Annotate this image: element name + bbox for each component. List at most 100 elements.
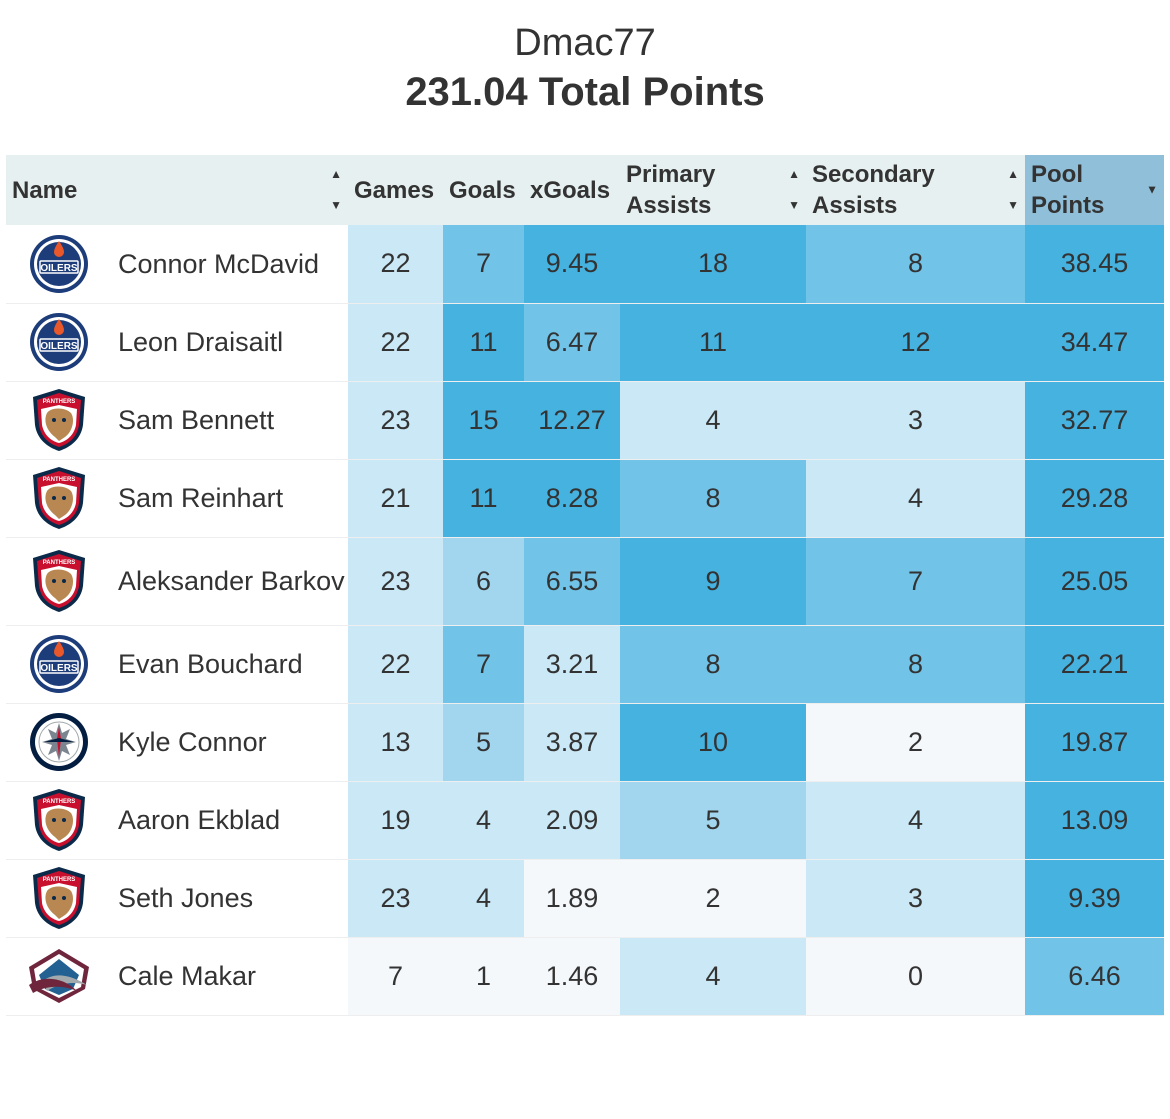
- games-cell: 23: [348, 537, 443, 626]
- goals-cell: 4: [443, 781, 524, 860]
- jets-logo-icon: [20, 711, 98, 773]
- player-name: Cale Makar: [118, 961, 257, 991]
- secondary-assists-cell: 4: [806, 781, 1025, 860]
- goals-cell: 6: [443, 537, 524, 626]
- pool-points-cell: 32.77: [1025, 381, 1164, 460]
- xgoals-cell: 1.46: [524, 937, 620, 1016]
- games-cell: 23: [348, 859, 443, 938]
- goals-cell: 1: [443, 937, 524, 1016]
- column-header-pool-points[interactable]: Pool Points ▼: [1025, 155, 1164, 225]
- primary-assists-cell: 4: [620, 381, 806, 460]
- table-header-row: Name ▲ ▼ Games Goals xGoals Primary Assist…: [6, 155, 1164, 225]
- column-header-secondary-assists[interactable]: Secondary Assists ▲ ▼: [806, 155, 1025, 225]
- column-header-primary-assists[interactable]: Primary Assists ▲ ▼: [620, 155, 806, 225]
- oilers-logo-icon: OILERS: [20, 633, 98, 695]
- xgoals-cell: 1.89: [524, 859, 620, 938]
- svg-text:OILERS: OILERS: [40, 663, 78, 674]
- games-cell: 23: [348, 381, 443, 460]
- pool-points-cell: 38.45: [1025, 225, 1164, 304]
- player-name-cell: Kyle Connor: [6, 703, 348, 782]
- secondary-assists-cell: 2: [806, 703, 1025, 782]
- xgoals-cell: 8.28: [524, 459, 620, 538]
- secondary-assists-cell: 8: [806, 225, 1025, 304]
- xgoals-cell: 2.09: [524, 781, 620, 860]
- column-header-games[interactable]: Games: [348, 155, 443, 225]
- panthers-logo-icon: PANTHERS: [20, 865, 98, 931]
- panthers-logo-icon: PANTHERS: [20, 787, 98, 853]
- xgoals-cell: 3.87: [524, 703, 620, 782]
- primary-assists-cell: 5: [620, 781, 806, 860]
- total-points-title: 231.04 Total Points: [405, 70, 765, 114]
- table-row: OILERS Connor McDavid 22 7 9.45 18 8 38.…: [6, 225, 1164, 304]
- primary-assists-cell: 2: [620, 859, 806, 938]
- player-name: Connor McDavid: [118, 248, 320, 279]
- secondary-assists-cell: 4: [806, 459, 1025, 538]
- goals-cell: 11: [443, 459, 524, 538]
- table-row: OILERS Evan Bouchard 22 7 3.21 8 8 22.21: [6, 625, 1164, 704]
- panthers-logo-icon: PANTHERS: [20, 465, 98, 531]
- primary-assists-cell: 8: [620, 459, 806, 538]
- svg-text:OILERS: OILERS: [40, 341, 78, 352]
- player-name-cell: PANTHERS Sam Reinhart: [6, 459, 348, 538]
- player-name-cell: OILERS Evan Bouchard: [6, 625, 348, 704]
- svg-text:OILERS: OILERS: [40, 263, 78, 274]
- column-header-xgoals[interactable]: xGoals: [524, 155, 620, 225]
- sort-arrows-icon[interactable]: ▲ ▼: [1007, 167, 1019, 212]
- goals-cell: 5: [443, 703, 524, 782]
- xgoals-cell: 9.45: [524, 225, 620, 304]
- primary-assists-cell: 4: [620, 937, 806, 1016]
- sort-arrows-icon[interactable]: ▲ ▼: [330, 167, 342, 212]
- player-name: Aleksander Barkov: [118, 566, 345, 596]
- player-name: Sam Bennett: [118, 405, 275, 435]
- column-header-goals[interactable]: Goals: [443, 155, 524, 225]
- xgoals-cell: 6.55: [524, 537, 620, 626]
- games-cell: 22: [348, 225, 443, 304]
- primary-assists-cell: 18: [620, 225, 806, 304]
- xgoals-cell: 3.21: [524, 625, 620, 704]
- player-name: Evan Bouchard: [118, 649, 303, 679]
- svg-text:PANTHERS: PANTHERS: [43, 799, 76, 805]
- column-header-name[interactable]: Name ▲ ▼: [6, 155, 348, 225]
- goals-cell: 7: [443, 225, 524, 304]
- player-name-cell: OILERS Connor McDavid: [6, 225, 348, 304]
- avalanche-logo-icon: [20, 945, 98, 1007]
- secondary-assists-cell: 3: [806, 859, 1025, 938]
- svg-text:PANTHERS: PANTHERS: [43, 560, 76, 566]
- pool-points-cell: 34.47: [1025, 303, 1164, 382]
- games-cell: 7: [348, 937, 443, 1016]
- goals-cell: 7: [443, 625, 524, 704]
- player-name: Aaron Ekblad: [118, 805, 281, 835]
- player-name-cell: PANTHERS Aaron Ekblad: [6, 781, 348, 860]
- pool-points-cell: 19.87: [1025, 703, 1164, 782]
- table-row: PANTHERS Aleksander Barkov 23 6 6.55 9 7…: [6, 537, 1164, 626]
- games-cell: 13: [348, 703, 443, 782]
- primary-assists-cell: 8: [620, 625, 806, 704]
- secondary-assists-cell: 7: [806, 537, 1025, 626]
- oilers-logo-icon: OILERS: [20, 233, 98, 295]
- pool-points-cell: 6.46: [1025, 937, 1164, 1016]
- goals-cell: 15: [443, 381, 524, 460]
- svg-text:PANTHERS: PANTHERS: [43, 877, 76, 883]
- player-name: Seth Jones: [118, 883, 254, 913]
- table-row: Cale Makar 7 1 1.46 4 0 6.46: [6, 937, 1164, 1016]
- svg-text:PANTHERS: PANTHERS: [43, 399, 76, 405]
- secondary-assists-cell: 12: [806, 303, 1025, 382]
- goals-cell: 4: [443, 859, 524, 938]
- secondary-assists-cell: 3: [806, 381, 1025, 460]
- table-row: PANTHERS Aaron Ekblad 19 4 2.09 5 4 13.0…: [6, 781, 1164, 860]
- team-owner-name: Dmac77: [514, 22, 656, 64]
- sort-arrows-icon[interactable]: ▲ ▼: [788, 167, 800, 212]
- panthers-logo-icon: PANTHERS: [20, 387, 98, 453]
- secondary-assists-cell: 8: [806, 625, 1025, 704]
- player-stats-table: Name ▲ ▼ Games Goals xGoals Primary Assist…: [6, 155, 1164, 1016]
- player-name: Kyle Connor: [118, 727, 267, 757]
- player-name-cell: PANTHERS Aleksander Barkov: [6, 537, 348, 626]
- table-row: Kyle Connor 13 5 3.87 10 2 19.87: [6, 703, 1164, 782]
- player-name-cell: PANTHERS Seth Jones: [6, 859, 348, 938]
- player-name: Sam Reinhart: [118, 483, 284, 513]
- table-row: PANTHERS Sam Bennett 23 15 12.27 4 3 32.…: [6, 381, 1164, 460]
- games-cell: 19: [348, 781, 443, 860]
- sort-descending-icon[interactable]: ▼: [1146, 182, 1158, 197]
- svg-text:PANTHERS: PANTHERS: [43, 477, 76, 483]
- table-row: PANTHERS Seth Jones 23 4 1.89 2 3 9.39: [6, 859, 1164, 938]
